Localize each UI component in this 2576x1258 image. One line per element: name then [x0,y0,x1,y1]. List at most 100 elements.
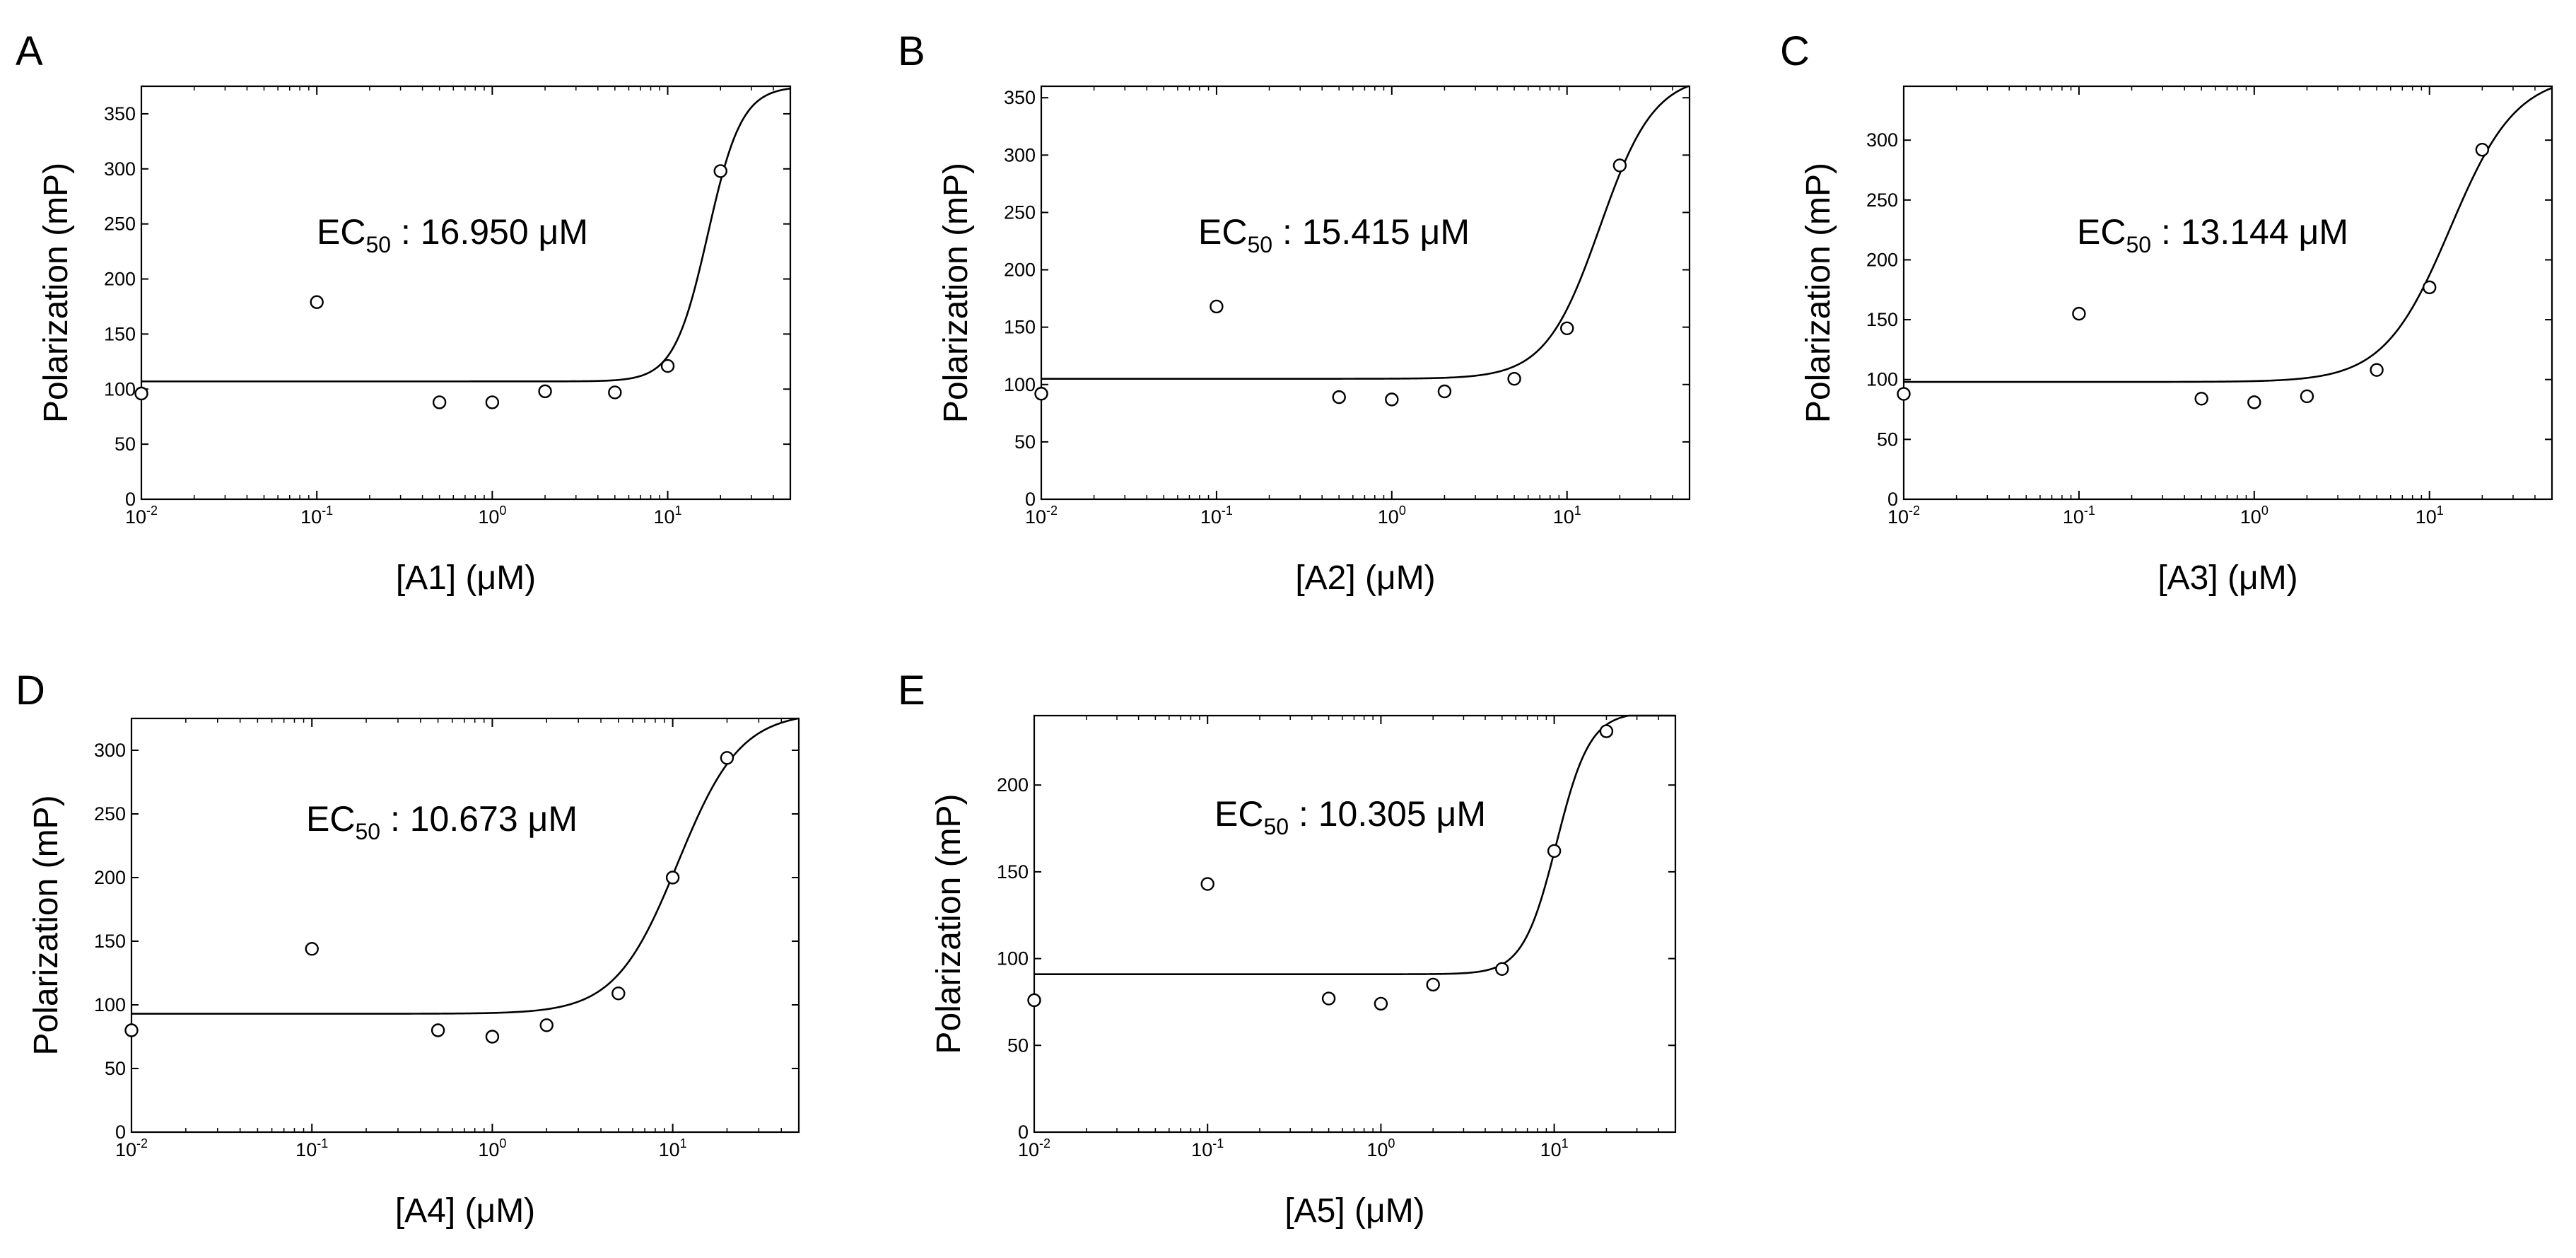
data-point [611,986,626,1001]
y-tick-label: 50 [105,1058,126,1079]
chart-panel-e: E 0 50 100 150 200 10-2 10-1 100 101 [A5] (μM) Pola… [898,668,1677,1230]
fit-curve [131,717,800,1015]
y-tick-label: 100 [104,378,136,400]
data-point [1210,299,1224,314]
y-tick-label: 50 [1014,431,1036,453]
data-point [2194,392,2208,406]
y-tick-label: 200 [104,269,136,290]
y-axis-label: Polarization (mP) [37,163,75,423]
y-tick-label: 100 [1866,369,1898,390]
axes-frame [130,717,800,1134]
data-point [1897,387,1911,401]
x-axis-label: [A5] (μM) [1284,1192,1424,1230]
x-tick-label: 100 [478,1136,506,1160]
ec50-annotation: EC50 : 10.305 μM [1214,794,1486,839]
y-tick-label: 150 [1004,317,1036,338]
ec50-annotation: EC50 : 15.415 μM [1198,212,1470,257]
y-tick-label: 0 [1887,489,1898,510]
x-axis-label: [A4] (μM) [395,1192,535,1230]
y-tick-label: 100 [94,994,126,1015]
y-tick-label: 0 [125,489,136,510]
y-tick-label: 200 [1004,260,1036,281]
x-tick-label: 101 [1553,503,1581,528]
x-axis-label: [A2] (μM) [1295,559,1435,597]
data-point [660,359,675,373]
data-point [1034,387,1048,401]
y-tick-label: 0 [1018,1122,1029,1143]
x-tick-label: 101 [654,503,682,528]
y-tick-label: 100 [997,948,1029,969]
data-point [310,295,324,309]
fit-curve [1904,87,2553,383]
fit-curve [1034,714,1675,975]
x-tick-label: 100 [478,503,506,528]
data-point [1321,991,1336,1006]
y-tick-label: 250 [1004,202,1036,223]
chart-panel-a: A 0 50 100 150 200 250 300 350 10-2 10-1 100 101 [A1]… [16,28,792,597]
data-point [2475,143,2490,157]
ec50-annotation: EC50 : 16.950 μM [317,212,588,257]
y-tick-label: 200 [1866,249,1898,270]
x-tick-label: 10-1 [300,503,333,528]
data-point [1385,392,1399,407]
data-point [305,942,319,956]
y-axis-label: Polarization (mP) [1800,163,1837,423]
data-point [1426,977,1440,992]
x-tick-label: 100 [1378,503,1406,528]
y-axis-label: Polarization (mP) [930,793,968,1054]
y-tick-label: 350 [104,103,136,124]
x-tick-label: 100 [2240,503,2268,528]
axes-frame [140,85,792,501]
data-point [2072,306,2086,321]
chart-panel-c: C 0 50 100 150 200 250 300 10-2 10-1 100 101 [A3] (μ… [1780,28,2553,597]
data-point [713,164,727,178]
y-tick-label: 50 [1877,429,1898,450]
panel-letter: C [1780,28,1810,74]
x-axis-label: [A1] (μM) [396,559,536,597]
y-tick-label: 250 [104,214,136,235]
fit-curve [1041,85,1690,380]
y-tick-label: 300 [1004,144,1036,165]
data-point [1507,371,1521,386]
data-point [1495,962,1509,977]
panel-letter: B [898,28,925,74]
data-point [1437,384,1452,399]
y-tick-label: 0 [115,1122,126,1143]
data-point [2370,363,2384,377]
y-tick-label: 150 [1866,309,1898,330]
panel-letter: D [16,668,45,714]
data-point [1200,877,1214,891]
data-point [1599,724,1614,738]
y-axis-label: Polarization (mP) [28,795,65,1055]
x-tick-label: 10-1 [1191,1136,1224,1160]
data-point [2247,395,2261,409]
data-point [1547,844,1562,858]
data-point [2423,280,2437,295]
x-tick-label: 100 [1366,1136,1395,1160]
x-axis-label: [A3] (μM) [2158,559,2297,597]
y-axis-label: Polarization (mP) [937,163,975,423]
data-point [1374,996,1388,1011]
x-tick-label: 10-1 [1200,503,1233,528]
data-point [134,386,148,401]
x-tick-label: 10-2 [1018,1136,1050,1160]
panel-letter: A [16,28,43,74]
data-point [720,751,734,765]
data-point [665,870,680,885]
y-tick-label: 100 [1004,374,1036,395]
x-tick-label: 10-2 [125,503,158,528]
y-tick-label: 150 [94,931,126,952]
y-tick-label: 150 [104,323,136,344]
data-point [485,1030,500,1044]
data-point [1560,321,1574,335]
x-tick-label: 10-1 [295,1136,328,1160]
data-point [608,385,622,400]
data-point [539,1018,554,1032]
y-tick-label: 350 [1004,87,1036,108]
data-point [432,395,447,409]
data-point [2300,389,2314,404]
y-tick-label: 150 [997,861,1029,883]
axes-frame [1033,714,1677,1134]
y-tick-label: 0 [1025,489,1036,510]
